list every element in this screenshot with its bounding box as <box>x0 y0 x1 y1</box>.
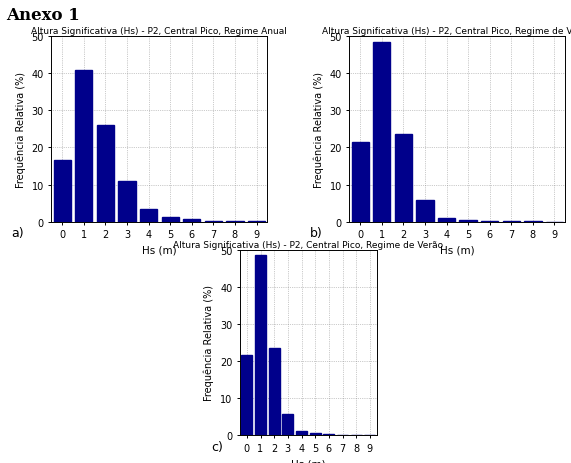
Bar <box>373 43 391 222</box>
Bar <box>226 221 244 222</box>
Bar <box>118 181 135 222</box>
Bar <box>54 161 71 222</box>
Title: Altura Significativa (Hs) - P2, Central Pico, Regime Anual: Altura Significativa (Hs) - P2, Central … <box>31 27 287 36</box>
Bar <box>481 221 498 222</box>
Bar <box>352 143 369 222</box>
Text: c): c) <box>211 440 223 453</box>
Text: b): b) <box>309 227 322 240</box>
Bar <box>296 431 307 435</box>
Bar <box>323 434 334 435</box>
Bar <box>460 220 477 222</box>
Bar <box>309 433 321 435</box>
Text: a): a) <box>11 227 24 240</box>
Bar <box>416 201 433 222</box>
X-axis label: Hs (m): Hs (m) <box>291 458 325 463</box>
Bar <box>438 218 455 222</box>
Text: Anexo 1: Anexo 1 <box>6 7 79 24</box>
Bar <box>204 221 222 222</box>
Bar <box>96 126 114 222</box>
Title: Altura Significativa (Hs) - P2, Central Pico, Regime de Verão: Altura Significativa (Hs) - P2, Central … <box>322 27 571 36</box>
Bar <box>183 219 200 222</box>
Bar <box>395 135 412 222</box>
Title: Altura Significativa (Hs) - P2, Central Pico, Regime de Verão: Altura Significativa (Hs) - P2, Central … <box>173 240 444 249</box>
Bar <box>242 356 252 435</box>
Bar <box>162 218 179 222</box>
Y-axis label: Frequência Relativa (%): Frequência Relativa (%) <box>204 285 215 400</box>
Bar <box>269 348 280 435</box>
X-axis label: Hs (m): Hs (m) <box>142 245 176 256</box>
Y-axis label: Frequência Relativa (%): Frequência Relativa (%) <box>313 72 324 188</box>
X-axis label: Hs (m): Hs (m) <box>440 245 475 256</box>
Y-axis label: Frequência Relativa (%): Frequência Relativa (%) <box>15 72 26 188</box>
Bar <box>140 209 157 222</box>
Bar <box>255 256 266 435</box>
Bar <box>75 70 93 222</box>
Bar <box>283 414 293 435</box>
